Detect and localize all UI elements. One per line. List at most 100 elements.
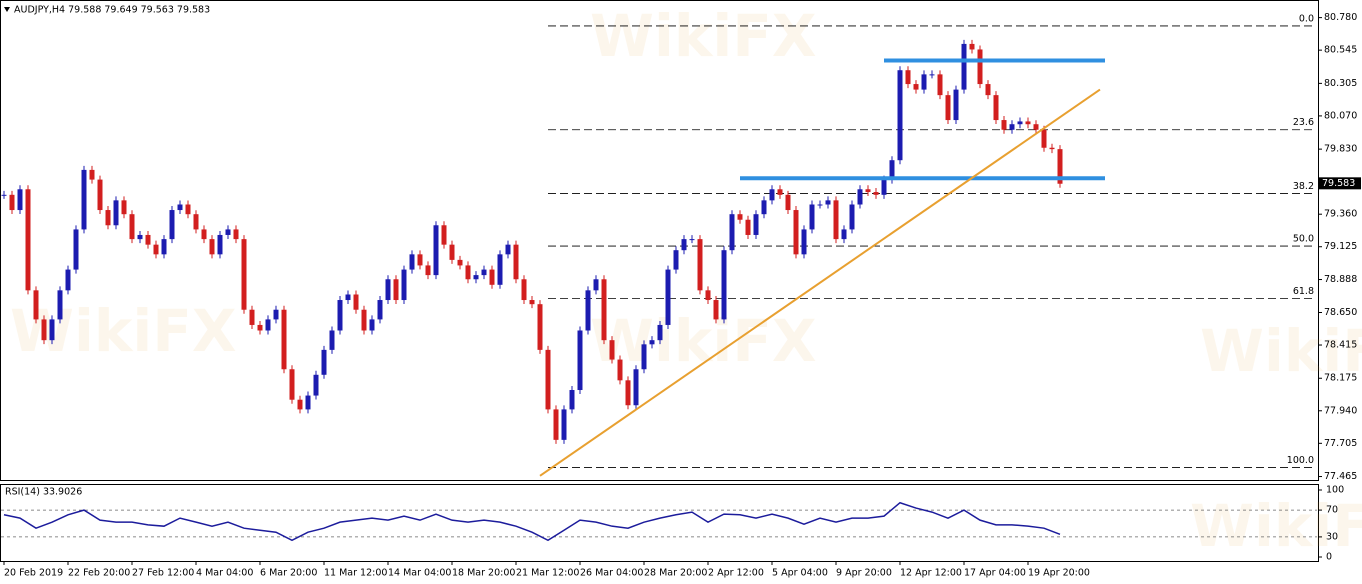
- candle-body: [217, 234, 223, 255]
- candle-body: [737, 214, 743, 220]
- x-tick-label: 19 Apr 20:00: [1028, 568, 1090, 579]
- candle-body: [753, 214, 759, 235]
- candle-body: [73, 229, 79, 270]
- y-tick-label: 78.175: [1324, 373, 1357, 384]
- candle-body: [705, 290, 711, 301]
- candle-body: [41, 319, 47, 341]
- price-tag: [1319, 177, 1361, 190]
- candle-body: [665, 269, 671, 325]
- y-tick-label: 79.125: [1324, 241, 1357, 252]
- candle-body: [969, 43, 975, 50]
- menu-arrow: [4, 7, 10, 12]
- candle-body: [793, 210, 799, 255]
- candle-body: [153, 244, 159, 255]
- fib-label: 38.2: [1293, 181, 1314, 192]
- candle-body: [1017, 121, 1023, 125]
- trendline: [539, 88, 1101, 477]
- candle-body: [1041, 129, 1047, 148]
- candle-body: [209, 239, 215, 255]
- candle-body: [889, 160, 895, 180]
- y-tick-label: 78.650: [1324, 307, 1357, 318]
- candle-body: [57, 290, 63, 320]
- candle-body: [409, 254, 415, 270]
- y-tick-label: 77.705: [1324, 438, 1357, 449]
- candle-body: [985, 84, 991, 96]
- candle-body: [113, 200, 119, 226]
- x-tick-label: 22 Feb 20:00: [68, 568, 130, 579]
- candle-body: [225, 229, 231, 235]
- candle-body: [881, 179, 887, 195]
- rsi-tick-label: 30: [1326, 531, 1338, 542]
- candle-body: [441, 225, 447, 245]
- y-tick-label: 80.780: [1324, 12, 1357, 23]
- candle-body: [729, 214, 735, 251]
- candle-body: [89, 169, 95, 180]
- x-tick-label: 18 Mar 20:00: [452, 568, 515, 579]
- candle-body: [593, 279, 599, 291]
- candle-body: [897, 70, 903, 161]
- candle-body: [961, 43, 967, 90]
- candle-body: [953, 89, 959, 121]
- candle-body: [601, 279, 607, 341]
- y-tick-label: 77.940: [1324, 405, 1357, 416]
- candle-body: [17, 189, 23, 211]
- candle-body: [777, 189, 783, 195]
- candle-body: [481, 269, 487, 276]
- candle-body: [433, 225, 439, 276]
- candle-body: [385, 279, 391, 301]
- x-tick-label: 2 Apr 12:00: [708, 568, 764, 579]
- candle-body: [857, 189, 863, 205]
- candle-body: [633, 369, 639, 406]
- candle-body: [313, 374, 319, 396]
- candle-body: [809, 204, 815, 230]
- candle-body: [121, 200, 127, 215]
- candle-body: [937, 74, 943, 96]
- candle-body: [25, 189, 31, 291]
- y-tick-label: 79.830: [1324, 144, 1357, 155]
- x-tick-label: 20 Feb 2019: [4, 568, 63, 579]
- candle-body: [169, 210, 175, 240]
- rsi-tick-label: 100: [1326, 485, 1344, 496]
- y-tick-label: 78.415: [1324, 340, 1357, 351]
- rsi-tick-label: 0: [1326, 552, 1332, 563]
- y-tick-label: 78.888: [1324, 274, 1357, 285]
- candle-body: [697, 239, 703, 291]
- x-tick-label: 6 Mar 20:00: [260, 568, 317, 579]
- fib-label: 50.0: [1293, 234, 1314, 245]
- rsi-frame: [0, 484, 1319, 562]
- candle-body: [185, 204, 191, 215]
- candle-body: [657, 324, 663, 341]
- candle-body: [257, 324, 263, 331]
- candle-body: [745, 219, 751, 235]
- candle-body: [609, 340, 615, 360]
- candle-body: [329, 330, 335, 350]
- candle-body: [137, 234, 143, 240]
- fib-label: 23.6: [1293, 117, 1314, 128]
- x-tick-label: 14 Mar 04:00: [388, 568, 451, 579]
- candle-body: [489, 269, 495, 285]
- candle-body: [849, 204, 855, 230]
- candle-body: [417, 254, 423, 266]
- candle-body: [161, 239, 167, 255]
- x-tick-label: 21 Mar 12:00: [516, 568, 579, 579]
- candle-body: [401, 269, 407, 301]
- candle-body: [649, 340, 655, 345]
- candle-body: [177, 204, 183, 211]
- candle-body: [569, 390, 575, 410]
- candle-body: [321, 349, 327, 375]
- candle-body: [297, 399, 303, 410]
- candle-body: [1025, 121, 1031, 125]
- candle-body: [97, 179, 103, 211]
- candle-body: [841, 229, 847, 240]
- candle-body: [377, 300, 383, 320]
- candle-body: [9, 194, 15, 211]
- y-tick-label: 79.360: [1324, 209, 1357, 220]
- candle-body: [585, 290, 591, 331]
- candle-body: [529, 300, 535, 305]
- candle-body: [369, 319, 375, 331]
- candle-body: [265, 319, 271, 331]
- candle-body: [817, 204, 823, 206]
- fib-label: 0.0: [1299, 13, 1314, 24]
- candle-body: [929, 74, 935, 76]
